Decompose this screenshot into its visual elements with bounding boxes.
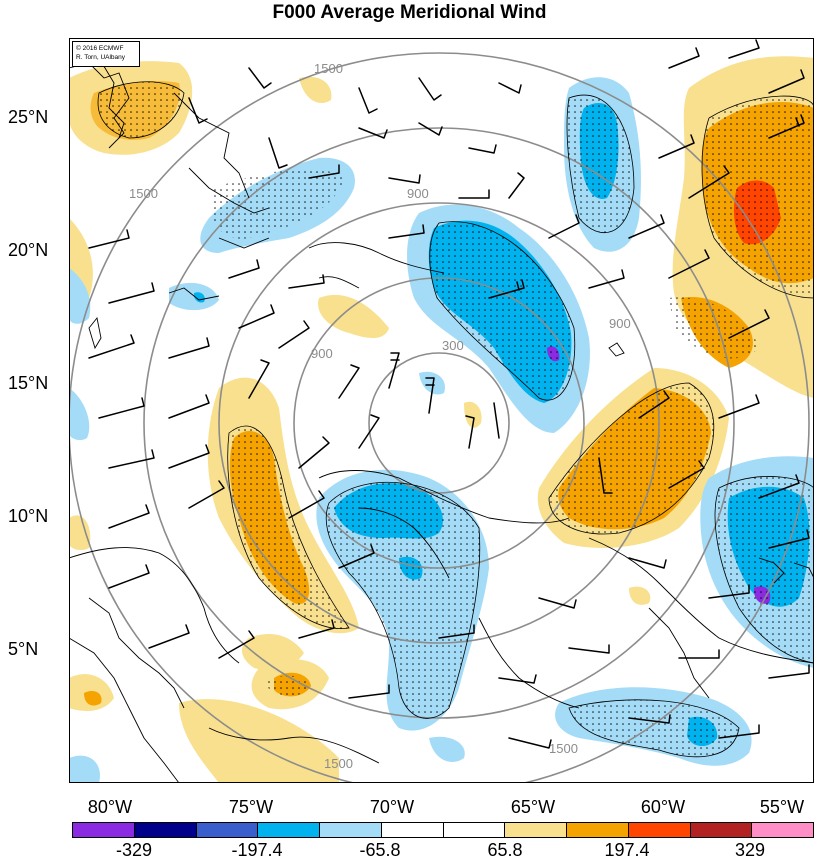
credit-line-2: R. Torn, UAlbany (76, 54, 126, 61)
ring-label-900: 900 (407, 186, 429, 201)
colorbar-label: 65.8 (487, 840, 523, 860)
colorbar (72, 822, 814, 838)
coastlines (69, 57, 814, 783)
wind-barbs (88, 39, 810, 749)
ring-label-1500: 1500 (129, 186, 158, 201)
colorbar-swatch (628, 823, 691, 837)
colorbar-swatch (505, 823, 567, 837)
lon-label-65w: 65°W (510, 797, 556, 817)
stippling (98, 81, 814, 757)
colorbar-swatch (381, 823, 444, 837)
lat-label-5n: 5°N (8, 639, 39, 659)
lon-label-55w: 55°W (759, 797, 805, 817)
ring-label-1500: 1500 (314, 61, 343, 76)
ring-label-300: 300 (442, 338, 464, 353)
lon-label-75w: 75°W (228, 797, 274, 817)
ring-label-900: 900 (311, 346, 333, 361)
lat-label-25n: 25°N (8, 107, 49, 127)
ring-label-1500: 1500 (549, 741, 578, 756)
credit-line-1: © 2016 ECMWF (76, 45, 124, 52)
colorbar-swatch (752, 823, 813, 837)
lat-label-10n: 10°N (8, 506, 49, 526)
colorbar-label: 329 (734, 840, 766, 860)
range-rings (69, 52, 810, 783)
significance-contours (97, 81, 814, 758)
colorbar-swatch (690, 823, 753, 837)
colorbar-swatch (320, 823, 382, 837)
colorbar-swatch (196, 823, 259, 837)
colorbar-label: -197.4 (231, 840, 283, 860)
map-title: F000 Average Meridional Wind (272, 2, 547, 23)
colorbar-swatch (73, 823, 135, 837)
lon-label-60w: 60°W (640, 797, 686, 817)
colorbar-label: 197.4 (604, 840, 650, 860)
lon-label-70w: 70°W (369, 797, 415, 817)
lat-label-20n: 20°N (8, 240, 49, 260)
colorbar-swatch (134, 823, 197, 837)
ring-label-900: 900 (609, 316, 631, 331)
ring-label-1500: 1500 (324, 756, 353, 771)
copyright-box: © 2016 ECMWF R. Torn, UAlbany (72, 41, 140, 67)
colorbar-label: -329 (115, 840, 153, 860)
colorbar-label: -65.8 (359, 840, 401, 860)
meridional-wind-map: 300 900 900 900 1500 1500 1500 1500 (69, 38, 814, 783)
lat-label-15n: 15°N (8, 373, 49, 393)
colorbar-swatch (567, 823, 629, 837)
lon-label-80w: 80°W (87, 797, 133, 817)
colorbar-swatch (258, 823, 320, 837)
colorbar-swatch (443, 823, 506, 837)
